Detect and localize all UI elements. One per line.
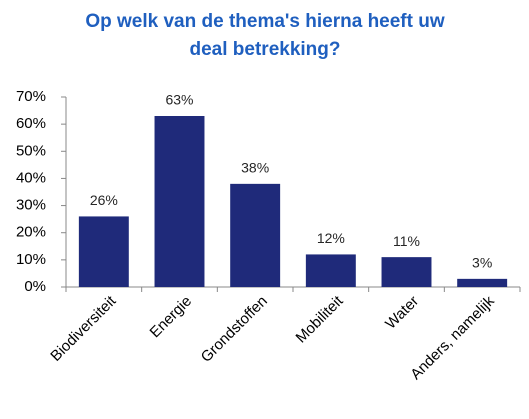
value-label: 11% xyxy=(393,233,420,249)
y-tick-label: 40% xyxy=(16,169,46,186)
x-tick-label: Energie xyxy=(147,293,196,342)
y-tick-label: 70% xyxy=(16,88,46,105)
value-label: 63% xyxy=(165,92,193,108)
x-tick-label: Biodiversiteit xyxy=(47,292,120,365)
bar xyxy=(457,278,508,287)
y-tick-label: 10% xyxy=(16,251,46,268)
bar xyxy=(381,257,432,287)
x-tick-label: Water xyxy=(382,293,422,333)
y-tick-label: 50% xyxy=(16,142,46,159)
x-tick-label: Anders, namelijk xyxy=(407,292,498,383)
bar xyxy=(305,254,356,287)
value-label: 38% xyxy=(241,160,269,176)
y-tick-label: 30% xyxy=(16,197,46,214)
x-tick-label: Mobiliteit xyxy=(293,292,347,346)
x-tick-label: Grondstoffen xyxy=(198,293,271,366)
bar xyxy=(154,116,205,287)
value-label: 26% xyxy=(90,192,118,208)
value-label: 12% xyxy=(317,230,345,246)
bar xyxy=(78,216,129,287)
value-label: 3% xyxy=(472,255,492,271)
bar xyxy=(230,183,281,287)
y-tick-label: 0% xyxy=(24,278,46,295)
chart-title: Op welk van de thema's hierna heeft uw d… xyxy=(85,11,445,60)
y-tick-label: 60% xyxy=(16,115,46,132)
y-tick-label: 20% xyxy=(16,224,46,241)
